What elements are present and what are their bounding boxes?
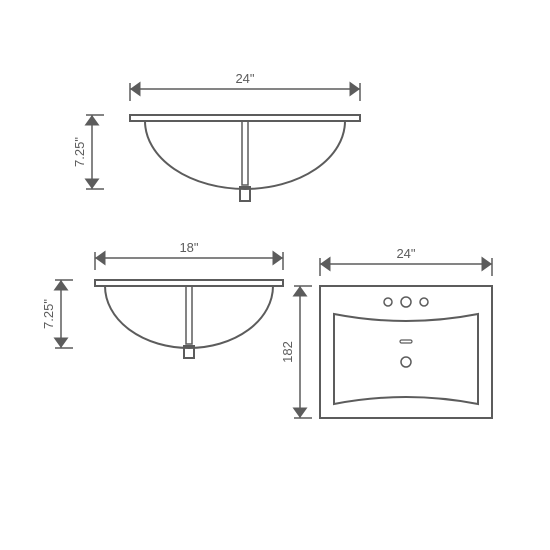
plan-dim-h-label: 182 — [280, 341, 295, 363]
drain-hole — [401, 357, 411, 367]
side-view-bottom-dim-h-label: 7.25" — [41, 299, 56, 329]
faucet-hole — [384, 298, 392, 306]
plan-dim-w-label: 24" — [396, 246, 415, 261]
plan-dim-h: 182 — [280, 286, 312, 418]
side-view-top: 24" 7.25" — [72, 71, 360, 201]
side-view-bottom: 18" 7.25" — [41, 240, 283, 358]
side-view-bottom-dim-h: 7.25" — [41, 280, 73, 348]
side-view-bottom-dim-w-label: 18" — [179, 240, 198, 255]
faucet-hole — [401, 297, 411, 307]
side-view-top-dim-h: 7.25" — [72, 115, 104, 189]
faucet-hole — [420, 298, 428, 306]
plan-dim-w: 24" — [320, 246, 492, 276]
side-view-bottom-dim-w: 18" — [95, 240, 283, 270]
side-view-top-dim-w: 24" — [130, 71, 360, 101]
side-view-top-dim-h-label: 7.25" — [72, 137, 87, 167]
plan-view: 24" 182 — [280, 246, 492, 418]
side-view-top-dim-w-label: 24" — [235, 71, 254, 86]
